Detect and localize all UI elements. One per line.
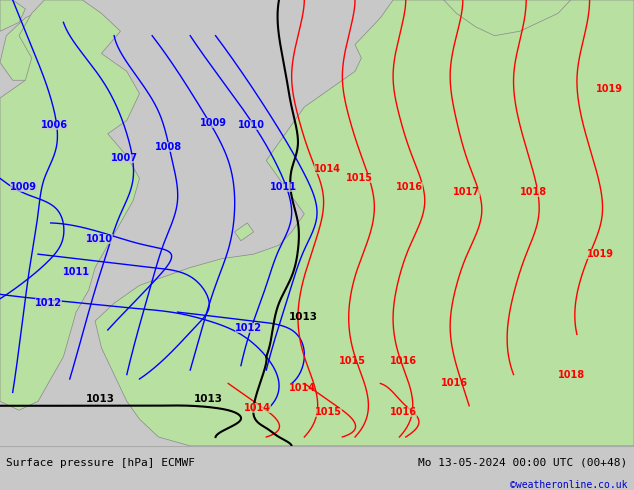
Polygon shape — [0, 0, 25, 31]
Polygon shape — [95, 0, 634, 446]
Polygon shape — [0, 0, 139, 410]
Text: 1011: 1011 — [63, 267, 91, 277]
Text: 1017: 1017 — [453, 187, 481, 197]
Text: Surface pressure [hPa] ECMWF: Surface pressure [hPa] ECMWF — [6, 458, 195, 467]
Text: 1016: 1016 — [390, 408, 417, 417]
Text: 1012: 1012 — [235, 323, 262, 333]
Text: 1009: 1009 — [10, 182, 37, 192]
Text: 1014: 1014 — [288, 383, 316, 393]
Text: 1015: 1015 — [339, 356, 366, 366]
Text: 1013: 1013 — [288, 312, 318, 321]
Text: 1015: 1015 — [315, 408, 342, 417]
Text: 1006: 1006 — [41, 120, 68, 130]
Text: 1014: 1014 — [244, 403, 271, 413]
Text: 1016: 1016 — [441, 378, 468, 389]
Text: 1008: 1008 — [155, 142, 183, 152]
Polygon shape — [0, 9, 63, 80]
Polygon shape — [444, 0, 571, 36]
Text: 1019: 1019 — [586, 249, 614, 259]
Text: 1013: 1013 — [193, 394, 223, 404]
Text: 1016: 1016 — [396, 182, 424, 192]
Text: Mo 13-05-2024 00:00 UTC (00+48): Mo 13-05-2024 00:00 UTC (00+48) — [418, 458, 628, 467]
Polygon shape — [235, 223, 254, 241]
Text: 1014: 1014 — [314, 165, 341, 174]
Text: 1018: 1018 — [558, 369, 585, 380]
Text: 1018: 1018 — [520, 187, 547, 197]
Text: 1016: 1016 — [390, 356, 417, 366]
Text: 1010: 1010 — [86, 234, 113, 244]
Text: 1007: 1007 — [111, 153, 138, 163]
Text: 1019: 1019 — [596, 84, 623, 94]
Text: 1015: 1015 — [346, 173, 373, 183]
Text: 1009: 1009 — [200, 118, 227, 127]
Text: 1012: 1012 — [35, 298, 62, 308]
Text: 1011: 1011 — [269, 182, 297, 192]
Text: 1010: 1010 — [238, 120, 265, 130]
Text: ©weatheronline.co.uk: ©weatheronline.co.uk — [510, 480, 628, 490]
Text: 1013: 1013 — [86, 394, 115, 404]
